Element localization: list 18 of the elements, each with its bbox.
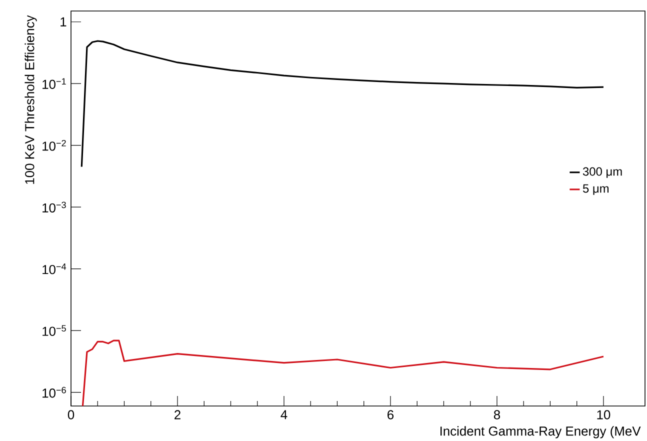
y-tick-label: 10$^{−2}$ (42, 140, 66, 151)
x-tick-label: 10 (597, 410, 610, 420)
x-axis-title: Incident Gamma-Ray Energy (MeV (440, 426, 641, 438)
y-tick-label: 10$^{−1}$ (42, 78, 66, 89)
x-tick-label: 8 (494, 410, 500, 420)
y-tick-label: 1 (60, 17, 66, 26)
y-tick-label: 10$^{−6}$ (42, 386, 66, 398)
legend-label: 5 μm (582, 184, 609, 195)
line-series (82, 340, 604, 406)
y-axis-title: 100 KeV Threshold Efficiency (24, 15, 37, 184)
x-tick-label: 0 (68, 410, 74, 420)
y-tick-label: 10$^{−3}$ (42, 202, 66, 212)
y-tick-label: 10$^{−5}$ (42, 325, 66, 336)
x-tick-label: 6 (388, 410, 394, 420)
y-tick-label: 10$^{−4}$ (42, 263, 66, 274)
x-tick-label: 4 (280, 410, 288, 420)
legend-label: 300 μm (582, 167, 622, 178)
x-tick-label: 2 (174, 410, 180, 420)
